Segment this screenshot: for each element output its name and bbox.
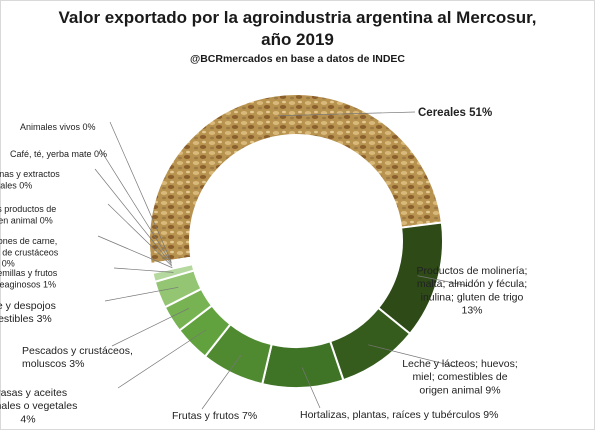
slice-label-3: Leche y lácteos; huevos; miel; comestible… xyxy=(402,358,518,396)
slice-label-9: Semillas y frutosoleaginosos 1% xyxy=(0,268,58,289)
slice-1 xyxy=(148,93,443,266)
leader-line-3 xyxy=(368,344,458,368)
chart-subtitle: @BCRmercados en base a datos de INDEC xyxy=(189,53,406,65)
leader-line-11 xyxy=(107,203,173,267)
slice-14 xyxy=(149,256,193,267)
slice-4 xyxy=(261,340,345,389)
slice-label-8: Carne y despojoscomestibles 3% xyxy=(0,300,56,325)
slice-label-4: Hortalizas, plantas, raíces y tubérculos… xyxy=(300,409,498,421)
leader-line-4 xyxy=(301,367,321,409)
leader-line-14 xyxy=(109,121,172,262)
leader-line-9 xyxy=(113,267,174,273)
slice-label-1: Cereales 51% xyxy=(418,107,492,119)
leader-line-10 xyxy=(97,235,173,269)
slice-label-10: Preparaciones de carne,pescado o de crus… xyxy=(0,236,59,269)
leader-line-8 xyxy=(104,286,179,302)
leader-line-2 xyxy=(417,275,470,287)
slice-label-14: Animales vivos 0% xyxy=(20,122,96,132)
leader-line-13 xyxy=(99,148,172,264)
slice-label-7: Pescados y crustáceos, moluscos 3% xyxy=(22,345,133,370)
slice-label-2: Productos de molinería; malta; almidón y … xyxy=(417,265,528,316)
leader-line-6 xyxy=(117,329,207,389)
chart-title-line2: año 2019 xyxy=(261,30,334,49)
leader-line-12 xyxy=(94,168,173,265)
chart-title: Valor exportado por la agroindustria arg… xyxy=(58,8,537,27)
slice-label-13: Café, té, yerba mate 0% xyxy=(10,149,107,159)
leader-line-1 xyxy=(278,111,416,117)
leader-line-7 xyxy=(111,308,190,347)
slice-label-5: Frutas y frutos 7% xyxy=(172,410,257,422)
slice-label-12: Gomas, resinas y extractosvegetales 0% xyxy=(0,169,60,190)
leader-line-5 xyxy=(201,354,242,410)
